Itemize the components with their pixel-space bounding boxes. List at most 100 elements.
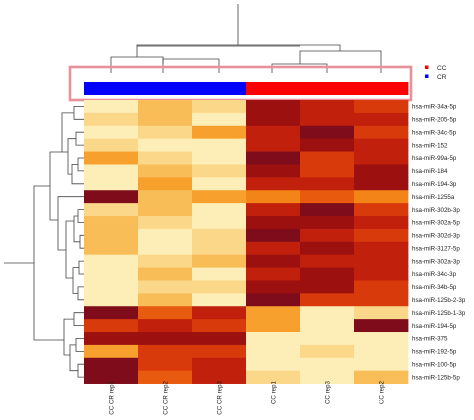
heatmap-cell <box>138 216 193 230</box>
heatmap-cell <box>354 216 409 230</box>
heatmap-cell <box>192 241 247 256</box>
heatmap-cells <box>84 100 409 384</box>
row-label: hsa-miR-302b-3p <box>412 207 460 214</box>
heatmap-cell <box>84 293 139 307</box>
heatmap-cell <box>300 241 355 256</box>
row-label: hsa-miR-34a-5p <box>412 104 457 111</box>
heatmap-cell <box>138 357 193 372</box>
heatmap-cell <box>354 254 409 268</box>
row-dendrogram-branch <box>72 267 79 294</box>
heatmap-cell <box>354 138 409 152</box>
column-label: CC CR rep1 <box>109 380 116 414</box>
heatmap-cell <box>246 357 301 372</box>
heatmap-cell <box>300 306 355 320</box>
row-dendrogram <box>4 106 84 378</box>
row-dendrogram-branch <box>67 138 76 175</box>
sample-group-bar <box>84 82 409 95</box>
heatmap-cell <box>138 164 193 178</box>
heatmap-cell <box>138 267 193 281</box>
heatmap-cell <box>138 306 193 320</box>
column-label: CC rep2 <box>379 380 386 404</box>
row-label: hsa-miR-34c-3p <box>412 271 457 278</box>
heatmap-cell <box>246 112 301 127</box>
heatmap-cell <box>138 319 193 333</box>
row-dendrogram-branch <box>73 215 80 243</box>
heatmap-cell <box>138 241 193 256</box>
heatmap-cell <box>84 241 139 256</box>
heatmap-cell <box>84 151 139 165</box>
heatmap-cell <box>246 177 301 191</box>
column-label: CC CR rep3 <box>217 380 224 414</box>
row-label: hsa-miR-34b-5p <box>412 284 457 291</box>
row-label: hsa-miR-194-5p <box>412 323 457 330</box>
heatmap-cell <box>354 293 409 307</box>
group-bar-segment <box>246 82 301 95</box>
row-label: hsa-miR-194-3p <box>412 181 457 188</box>
heatmap-cell <box>300 344 355 359</box>
heatmap-cell <box>84 254 139 268</box>
heatmap-cell <box>300 370 355 384</box>
heatmap-cell <box>192 370 247 384</box>
heatmap-cell <box>138 293 193 307</box>
legend-swatch <box>425 74 429 78</box>
heatmap-cell <box>246 100 301 114</box>
heatmap-cell <box>354 125 409 140</box>
row-dendrogram-branch <box>75 338 84 352</box>
heatmap-cell <box>246 190 301 204</box>
heatmap-cell <box>246 228 301 243</box>
heatmap-cell <box>138 151 193 165</box>
row-label: hsa-miR-125b-2-3p <box>412 297 466 304</box>
heatmap-cell <box>138 344 193 359</box>
heatmap-cell <box>192 203 247 217</box>
heatmap-cell <box>84 306 139 320</box>
heatmap-cell <box>354 306 409 320</box>
row-dendrogram-branch <box>77 286 84 301</box>
heatmap-cell <box>246 241 301 256</box>
heatmap-cell <box>354 151 409 165</box>
heatmap-cell <box>84 332 139 346</box>
heatmap-cell <box>138 254 193 268</box>
heatmap-cell <box>192 332 247 346</box>
heatmap-cell <box>246 344 301 359</box>
row-dendrogram-branch <box>77 363 84 378</box>
heatmap-cell <box>192 112 247 127</box>
group-bar-segment <box>300 82 355 95</box>
heatmap-cell <box>246 254 301 268</box>
heatmap-cell <box>300 293 355 307</box>
heatmap-cell <box>192 267 247 281</box>
heatmap-cell <box>246 267 301 281</box>
heatmap-cell <box>192 319 247 333</box>
heatmap-cell <box>84 344 139 359</box>
heatmap-cell <box>354 164 409 178</box>
heatmap-cell <box>192 125 247 140</box>
heatmap-cell <box>84 112 139 127</box>
row-dendrogram-branch <box>77 157 84 172</box>
heatmap-cell <box>354 370 409 384</box>
heatmap-cell <box>84 357 139 372</box>
heatmap-cell <box>354 319 409 333</box>
row-dendrogram-branch <box>65 220 74 279</box>
heatmap-cell <box>192 254 247 268</box>
heatmap-cell <box>354 332 409 346</box>
heatmap-cell <box>246 203 301 217</box>
column-dendrogram <box>110 4 382 73</box>
row-label: hsa-miR-302a-5p <box>412 220 460 227</box>
group-bar-segment <box>84 82 139 95</box>
heatmap-cell <box>354 228 409 243</box>
row-label: hsa-miR-100-5p <box>412 361 457 368</box>
heatmap-cell <box>246 293 301 307</box>
row-dendrogram-branch <box>73 106 84 120</box>
heatmap-cell <box>84 319 139 333</box>
legend-label: CC <box>437 65 447 72</box>
group-bar-segment <box>354 82 409 95</box>
heatmap-cell <box>192 357 247 372</box>
heatmap-cell <box>84 216 139 230</box>
heatmap-cell <box>246 306 301 320</box>
heatmap-cell <box>192 344 247 359</box>
heatmap-cell <box>300 216 355 230</box>
heatmap-cell <box>300 319 355 333</box>
row-dendrogram-branch <box>77 209 84 223</box>
heatmap-cell <box>246 138 301 152</box>
row-label: hsa-miR-1255a <box>412 194 455 201</box>
